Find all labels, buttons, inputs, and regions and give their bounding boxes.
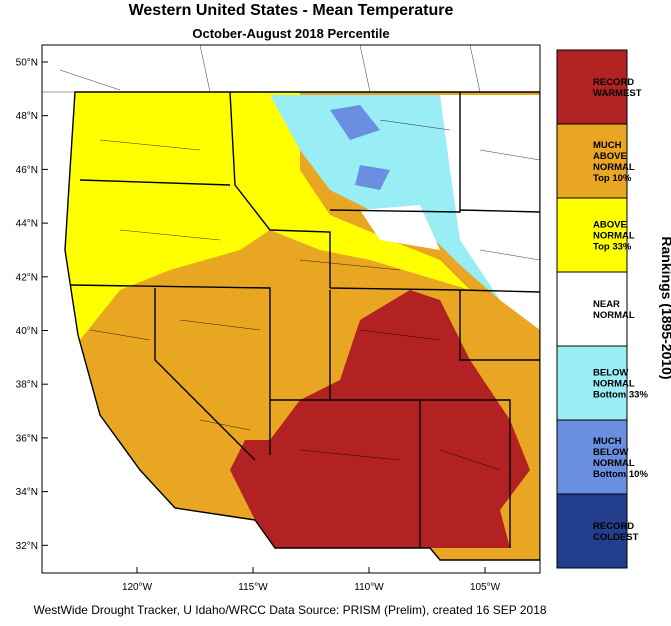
lat-label: 46°N	[16, 165, 38, 176]
lat-label: 38°N	[16, 380, 38, 391]
legend-label: BELOW	[593, 447, 628, 458]
lat-label: 40°N	[16, 326, 38, 337]
legend-label: BELOW	[593, 368, 628, 379]
state-lines	[42, 45, 540, 561]
legend-label: NORMAL	[593, 310, 635, 321]
lon-label: 110°W	[354, 582, 384, 593]
legend-label: Top 10%	[593, 173, 632, 184]
map-frame	[41, 44, 541, 574]
lat-label: 36°N	[16, 433, 38, 444]
map	[42, 45, 540, 573]
legend-swatch	[556, 123, 628, 199]
legend-label: MUCH	[593, 436, 622, 447]
legend-swatch	[556, 419, 628, 495]
lon-label: 115°W	[238, 582, 268, 593]
legend-swatch	[556, 271, 628, 347]
legend-label: Bottom 33%	[593, 390, 648, 401]
lat-label: 44°N	[16, 219, 38, 230]
legend-label: Top 33%	[593, 242, 632, 253]
legend-swatch	[556, 197, 628, 273]
legend-label: NORMAL	[593, 458, 635, 469]
legend-label: MUCH	[593, 140, 622, 151]
legend-label: ABOVE	[593, 220, 627, 231]
legend-label: RECORD	[593, 521, 634, 532]
legend-label: RECORD	[593, 77, 634, 88]
map-ticks: 50°N 48°N 46°N 44°N 42°N 40°N 38°N 36°N 34°N 32°N…	[16, 58, 501, 594]
subtitle: October-August 2018 Percentile	[192, 26, 389, 41]
lat-label: 42°N	[16, 272, 38, 283]
legend-label: COLDEST	[593, 532, 639, 543]
legend-label: NEAR	[593, 299, 620, 310]
lat-label: 32°N	[16, 541, 38, 552]
legend-label: Bottom 10%	[593, 469, 648, 480]
legend-title: Rankings (1895-2010)	[659, 236, 671, 379]
legend-label: NORMAL	[593, 379, 635, 390]
legend-label: WARMEST	[593, 88, 642, 99]
lon-label: 120°W	[122, 582, 153, 593]
legend-label: NORMAL	[593, 231, 635, 242]
lat-label: 48°N	[16, 111, 38, 122]
footer: WestWide Drought Tracker, U Idaho/WRCC D…	[33, 603, 546, 617]
lat-label: 50°N	[16, 58, 38, 69]
lon-label: 105°W	[470, 582, 501, 593]
title: Western United States - Mean Temperature	[129, 2, 454, 19]
legend-swatch	[556, 493, 628, 569]
legend-label: ABOVE	[593, 151, 627, 162]
lat-label: 34°N	[16, 487, 38, 498]
legend-label: NORMAL	[593, 162, 635, 173]
